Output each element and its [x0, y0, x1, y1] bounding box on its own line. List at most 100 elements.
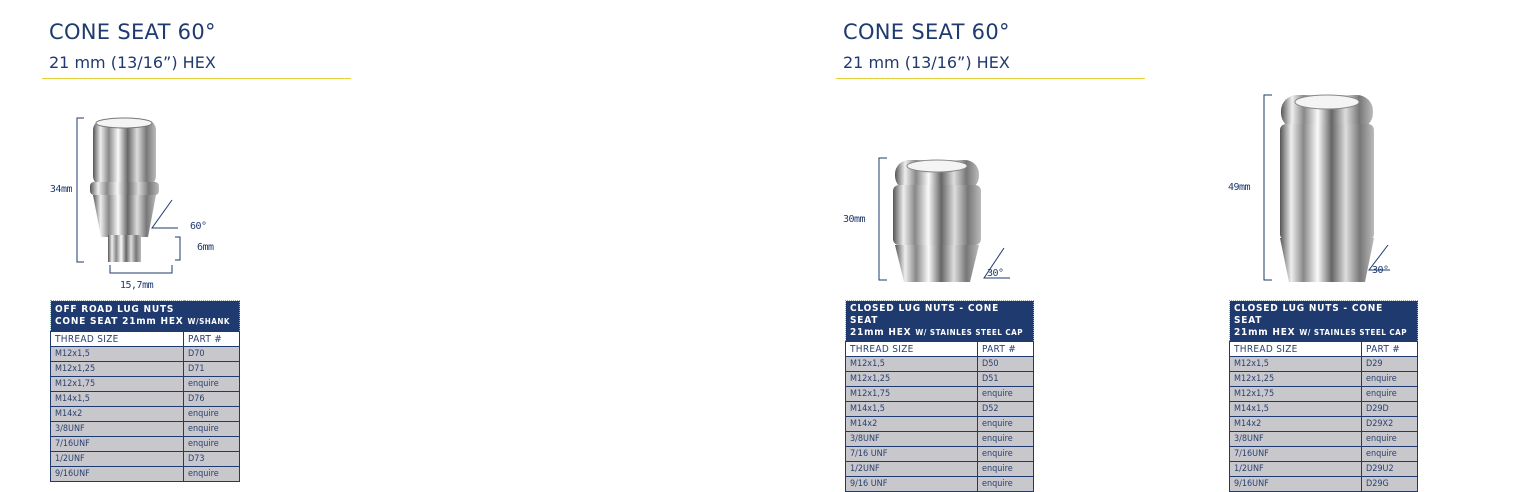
- table-row: M12x1,25 D51: [845, 371, 1034, 387]
- table-row: 7/16UNF enquire: [50, 436, 240, 452]
- thread-size-cell: M12x1,5: [1229, 356, 1362, 372]
- part-number-cell: D73: [183, 451, 240, 467]
- off-road-lug-nut-image: [76, 117, 181, 274]
- col-part-number: PART #: [977, 341, 1034, 357]
- part-number-cell: enquire: [977, 476, 1034, 492]
- height-label-a: 30mm: [843, 214, 866, 225]
- width-label: 15,7mm: [120, 280, 154, 291]
- table-row: M12x1,5 D70: [50, 346, 240, 362]
- table-row: 3/8UNF enquire: [845, 431, 1034, 447]
- table-row: 3/8UNF enquire: [50, 421, 240, 437]
- part-number-cell: enquire: [183, 376, 240, 392]
- shank-label: 6mm: [197, 242, 214, 253]
- part-number-cell: D50: [977, 356, 1034, 372]
- table-header: CLOSED LUG NUTS - CONE SEAT 21mm HEX W/ S…: [845, 300, 1034, 342]
- part-number-cell: enquire: [183, 466, 240, 482]
- table-row: 7/16 UNF enquire: [845, 446, 1034, 462]
- thread-size-cell: M12x1,5: [50, 346, 184, 362]
- part-number-cell: enquire: [1361, 446, 1418, 462]
- col-part-number: PART #: [183, 331, 240, 347]
- table-row: 3/8UNF enquire: [1229, 431, 1418, 447]
- part-number-cell: enquire: [1361, 386, 1418, 402]
- table-row: M12x1,75 enquire: [1229, 386, 1418, 402]
- thread-size-cell: 1/2UNF: [845, 461, 978, 477]
- angle-label-b: 30°: [1372, 265, 1389, 276]
- thread-size-cell: 9/16UNF: [50, 466, 184, 482]
- height-label: 34mm: [49, 184, 72, 195]
- table-header: OFF ROAD LUG NUTS CONE SEAT 21mm HEX W/SH…: [50, 300, 240, 332]
- thread-size-cell: 3/8UNF: [845, 431, 978, 447]
- table-row: M14x1,5 D52: [845, 401, 1034, 417]
- table-row: M12x1,25 D71: [50, 361, 240, 377]
- table-row: 1/2UNF D73: [50, 451, 240, 467]
- right-title: CONE SEAT 60°: [843, 20, 1010, 44]
- closed-lug-nuts-tall-table: CLOSED LUG NUTS - CONE SEAT 21mm HEX W/ S…: [1229, 300, 1418, 492]
- thread-size-cell: M12x1,25: [1229, 371, 1362, 387]
- part-number-cell: D52: [977, 401, 1034, 417]
- right-rule: [836, 78, 1145, 79]
- thread-size-cell: 7/16UNF: [50, 436, 184, 452]
- table-row: 1/2UNF enquire: [845, 461, 1034, 477]
- part-number-cell: D29: [1361, 356, 1418, 372]
- part-number-cell: D29G: [1361, 476, 1418, 492]
- thread-size-cell: M12x1,75: [50, 376, 184, 392]
- table-row: 9/16 UNF enquire: [845, 476, 1034, 492]
- thread-size-cell: 1/2UNF: [1229, 461, 1362, 477]
- table-row: M12x1,75 enquire: [50, 376, 240, 392]
- thread-size-cell: M14x2: [50, 406, 184, 422]
- thread-size-cell: 9/16 UNF: [845, 476, 978, 492]
- angle-label-a: 30°: [987, 268, 1004, 279]
- table-row: 9/16UNF D29G: [1229, 476, 1418, 492]
- table-row: M12x1,5 D50: [845, 356, 1034, 372]
- part-number-cell: enquire: [977, 461, 1034, 477]
- thread-size-cell: M12x1,5: [845, 356, 978, 372]
- part-number-cell: enquire: [1361, 431, 1418, 447]
- thread-size-cell: 3/8UNF: [50, 421, 184, 437]
- part-number-cell: enquire: [1361, 371, 1418, 387]
- table-row: M14x2 D29X2: [1229, 416, 1418, 432]
- thread-size-cell: M14x1,5: [845, 401, 978, 417]
- thread-size-cell: 3/8UNF: [1229, 431, 1362, 447]
- table-row: M14x1,5 D29D: [1229, 401, 1418, 417]
- part-number-cell: enquire: [977, 446, 1034, 462]
- left-subtitle: 21 mm (13/16”) HEX: [49, 53, 216, 72]
- part-number-cell: D29X2: [1361, 416, 1418, 432]
- table-row: M12x1,5 D29: [1229, 356, 1418, 372]
- part-number-cell: enquire: [977, 431, 1034, 447]
- thread-size-cell: 7/16UNF: [1229, 446, 1362, 462]
- left-rule: [42, 78, 351, 79]
- table-row: M12x1,25 enquire: [1229, 371, 1418, 387]
- closed-lug-nut-tall-image: [1263, 94, 1390, 282]
- height-label-b: 49mm: [1228, 182, 1251, 193]
- closed-lug-nuts-short-table: CLOSED LUG NUTS - CONE SEAT 21mm HEX W/ S…: [845, 300, 1034, 492]
- thread-size-cell: M12x1,25: [50, 361, 184, 377]
- thread-size-cell: M14x1,5: [1229, 401, 1362, 417]
- part-number-cell: enquire: [183, 421, 240, 437]
- part-number-cell: enquire: [977, 386, 1034, 402]
- right-subtitle: 21 mm (13/16”) HEX: [843, 53, 1010, 72]
- part-number-cell: enquire: [977, 416, 1034, 432]
- col-thread-size: THREAD SIZE: [1229, 341, 1362, 357]
- col-thread-size: THREAD SIZE: [50, 331, 184, 347]
- off-road-lug-nuts-table: OFF ROAD LUG NUTS CONE SEAT 21mm HEX W/SH…: [50, 300, 240, 482]
- thread-size-cell: M12x1,25: [845, 371, 978, 387]
- table-row: 9/16UNF enquire: [50, 466, 240, 482]
- table-row: M14x2 enquire: [50, 406, 240, 422]
- part-number-cell: enquire: [183, 406, 240, 422]
- thread-size-cell: M14x2: [1229, 416, 1362, 432]
- table-row: 1/2UNF D29U2: [1229, 461, 1418, 477]
- thread-size-cell: M14x2: [845, 416, 978, 432]
- left-title: CONE SEAT 60°: [49, 20, 216, 44]
- table-row: 7/16UNF enquire: [1229, 446, 1418, 462]
- part-number-cell: D76: [183, 391, 240, 407]
- thread-size-cell: M12x1,75: [1229, 386, 1362, 402]
- part-number-cell: D29U2: [1361, 461, 1418, 477]
- thread-size-cell: 7/16 UNF: [845, 446, 978, 462]
- part-number-cell: enquire: [183, 436, 240, 452]
- thread-size-cell: M12x1,75: [845, 386, 978, 402]
- table-header: CLOSED LUG NUTS - CONE SEAT 21mm HEX W/ S…: [1229, 300, 1418, 342]
- table-row: M14x1,5 D76: [50, 391, 240, 407]
- thread-size-cell: 9/16UNF: [1229, 476, 1362, 492]
- part-number-cell: D29D: [1361, 401, 1418, 417]
- table-row: M14x2 enquire: [845, 416, 1034, 432]
